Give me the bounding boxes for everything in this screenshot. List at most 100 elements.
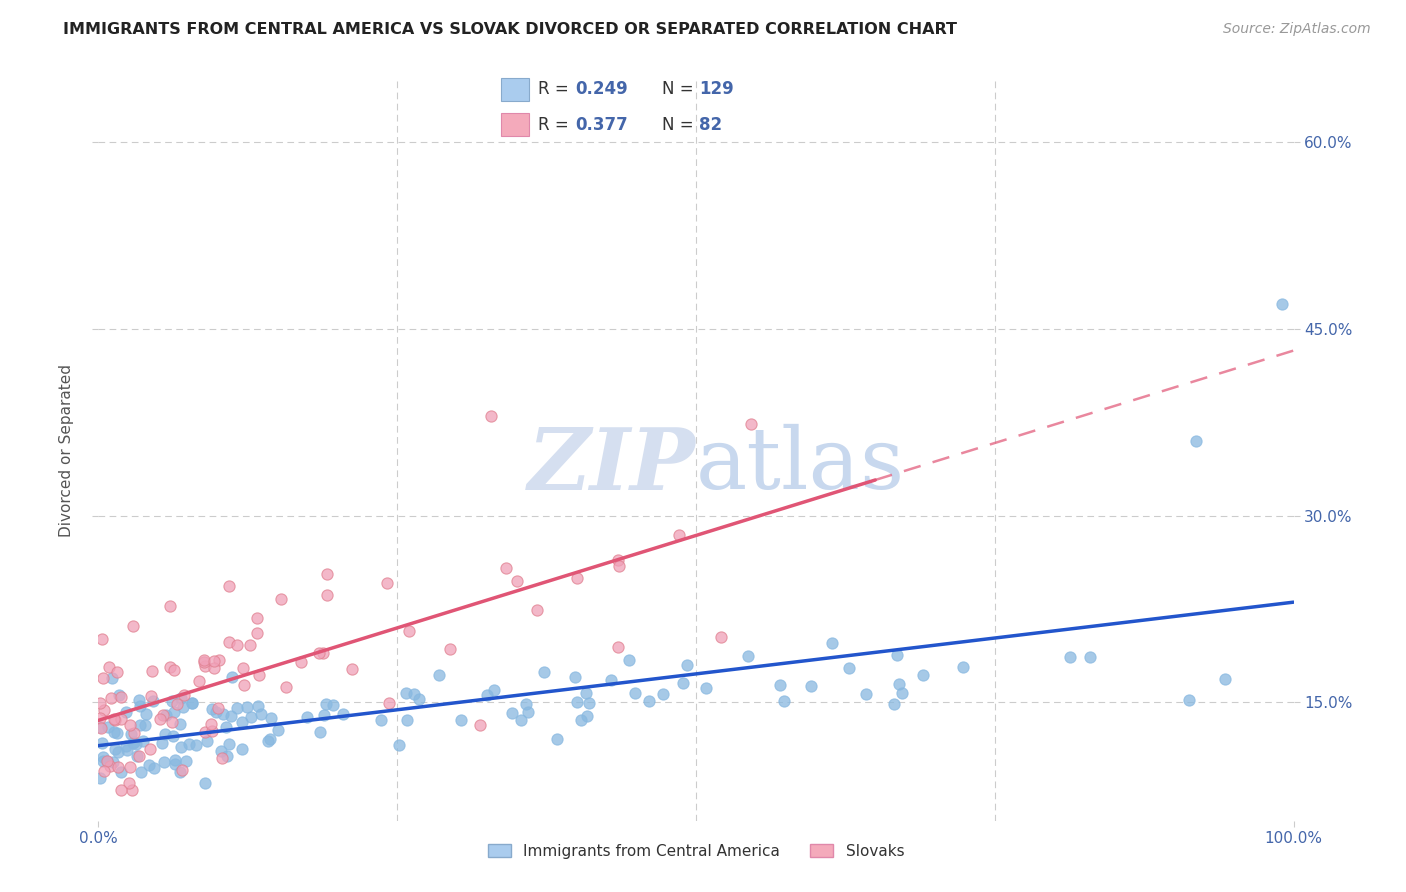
Point xyxy=(1271,297,1294,311)
Point xyxy=(107,760,129,774)
Point xyxy=(891,686,914,700)
Point xyxy=(131,733,153,747)
Point xyxy=(125,737,148,751)
Point xyxy=(160,714,183,729)
Point xyxy=(91,749,114,764)
Point xyxy=(124,734,146,748)
Point xyxy=(165,756,187,771)
Point xyxy=(122,736,145,750)
Point xyxy=(820,635,842,649)
Point xyxy=(515,697,537,711)
Point xyxy=(162,694,184,708)
Point xyxy=(97,720,120,734)
Point xyxy=(312,646,335,660)
Point xyxy=(172,763,194,777)
Text: R =: R = xyxy=(538,80,575,98)
Text: 129: 129 xyxy=(699,80,734,98)
Point xyxy=(120,718,142,732)
Point xyxy=(89,720,111,734)
Point xyxy=(207,701,229,715)
Point xyxy=(1059,649,1081,664)
Point xyxy=(155,707,177,722)
Text: ZIP: ZIP xyxy=(529,424,696,507)
Point xyxy=(89,772,111,786)
Point xyxy=(396,713,419,727)
Point xyxy=(89,696,111,710)
Point xyxy=(194,725,217,739)
Point xyxy=(201,702,224,716)
Point xyxy=(97,660,120,674)
Point xyxy=(495,561,517,575)
Point xyxy=(135,706,157,721)
Point xyxy=(219,708,242,723)
Point xyxy=(256,733,278,747)
Point xyxy=(226,701,249,715)
Point xyxy=(211,751,233,765)
Point xyxy=(120,727,142,741)
Text: R =: R = xyxy=(538,116,575,134)
Point xyxy=(370,714,392,728)
Point xyxy=(129,718,152,732)
Point xyxy=(110,712,132,726)
Point xyxy=(231,715,253,730)
Point xyxy=(887,677,910,691)
Point xyxy=(118,776,141,790)
Point xyxy=(115,743,138,757)
Point xyxy=(609,558,631,573)
Point xyxy=(652,687,675,701)
Point xyxy=(105,726,128,740)
Point xyxy=(439,642,461,657)
Point xyxy=(378,696,401,710)
Point xyxy=(114,739,136,754)
Text: Source: ZipAtlas.com: Source: ZipAtlas.com xyxy=(1223,22,1371,37)
Point xyxy=(340,662,363,676)
Point xyxy=(152,708,174,723)
Text: 82: 82 xyxy=(699,116,723,134)
Point xyxy=(398,624,420,639)
Point xyxy=(1178,692,1201,706)
Point xyxy=(142,694,165,708)
Point xyxy=(332,707,354,722)
Point xyxy=(110,764,132,779)
Point xyxy=(141,665,163,679)
Point xyxy=(569,713,592,727)
Point xyxy=(290,655,312,669)
Point xyxy=(375,575,398,590)
Point xyxy=(163,753,186,767)
Point xyxy=(672,676,695,690)
Point xyxy=(316,567,339,582)
Point xyxy=(96,754,118,768)
Point xyxy=(314,708,336,723)
Point xyxy=(266,723,288,737)
Point xyxy=(221,670,243,684)
Point xyxy=(295,710,318,724)
Point xyxy=(695,681,717,696)
Point xyxy=(138,757,160,772)
Point xyxy=(162,729,184,743)
Text: IMMIGRANTS FROM CENTRAL AMERICA VS SLOVAK DIVORCED OR SEPARATED CORRELATION CHAR: IMMIGRANTS FROM CENTRAL AMERICA VS SLOVA… xyxy=(63,22,957,37)
Point xyxy=(105,665,128,679)
Point xyxy=(800,679,823,693)
Point xyxy=(260,711,283,725)
Point xyxy=(91,736,114,750)
Point xyxy=(274,680,297,694)
Point xyxy=(121,782,143,797)
Text: 0.377: 0.377 xyxy=(575,116,628,134)
Point xyxy=(159,599,181,613)
Point xyxy=(170,691,193,706)
FancyBboxPatch shape xyxy=(502,113,529,136)
Point xyxy=(104,742,127,756)
Point xyxy=(201,723,224,738)
Point xyxy=(259,731,281,746)
Point xyxy=(150,736,173,750)
Point xyxy=(205,705,228,719)
Point xyxy=(172,700,194,714)
Point xyxy=(184,739,207,753)
Point xyxy=(202,654,225,668)
Point xyxy=(90,721,112,735)
Point xyxy=(768,678,790,692)
Point xyxy=(173,688,195,702)
Point xyxy=(200,716,222,731)
Point xyxy=(138,742,160,756)
Point xyxy=(93,703,115,717)
